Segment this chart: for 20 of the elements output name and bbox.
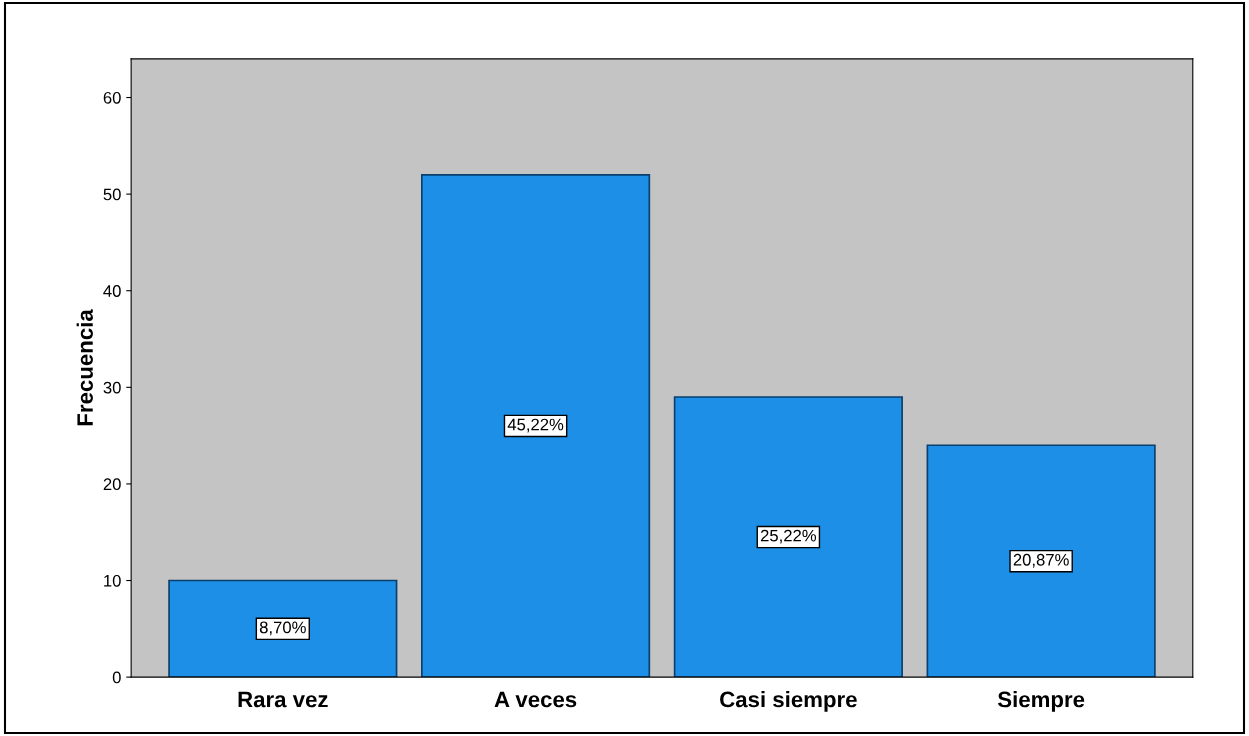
x-tick-label: Siempre xyxy=(997,691,1085,712)
y-tick-label: 20 xyxy=(103,478,121,491)
y-tick-label: 30 xyxy=(103,381,121,394)
annotation: 20,87% xyxy=(1013,553,1069,568)
y-tick-label: 50 xyxy=(103,188,121,201)
annotation: 25,22% xyxy=(760,529,817,544)
y-axis-title: Frecuencia xyxy=(76,309,93,426)
y-tick-label: 60 xyxy=(103,91,121,104)
bar xyxy=(673,396,903,678)
y-tick-label: 10 xyxy=(104,574,121,587)
x-tick-label: A veces xyxy=(494,691,577,708)
annotation: 45,22% xyxy=(507,418,564,433)
annotation: 8,70% xyxy=(259,621,306,636)
y-tick-label: 0 xyxy=(112,671,121,684)
bar xyxy=(420,173,651,678)
y-tick-label: 40 xyxy=(103,285,121,297)
x-tick-label: Rara vez xyxy=(238,691,328,708)
x-tick-label: Casi siempre xyxy=(720,691,857,712)
bar xyxy=(168,579,398,678)
bar xyxy=(926,444,1156,678)
